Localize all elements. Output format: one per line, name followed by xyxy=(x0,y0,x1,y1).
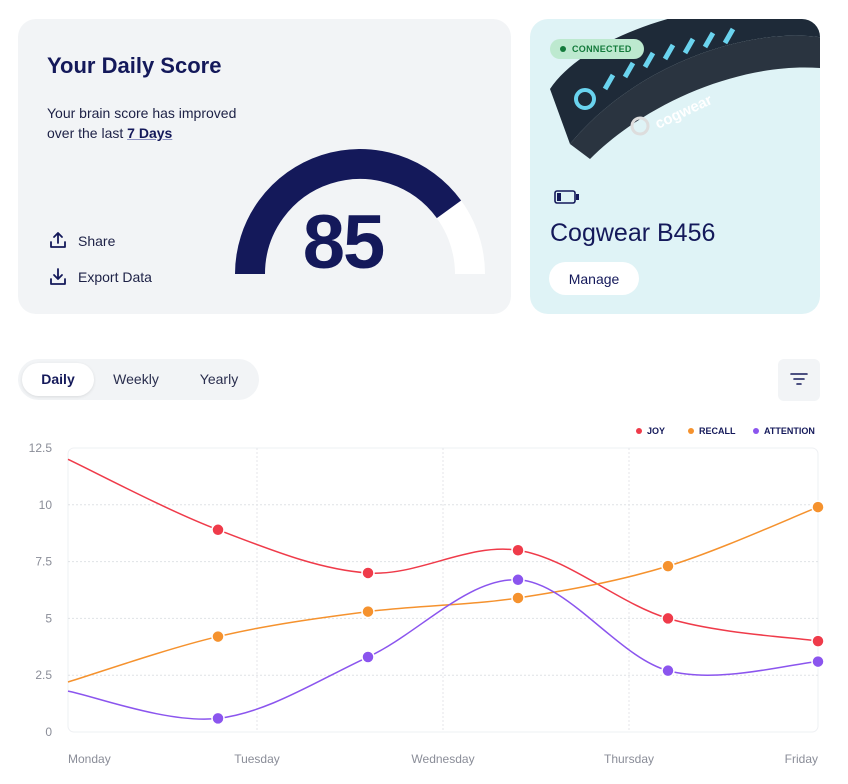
joy-dot-icon xyxy=(636,428,642,434)
x-tick-label: Wednesday xyxy=(411,752,474,766)
data-point-joy xyxy=(511,543,525,557)
status-dot-icon xyxy=(560,46,566,52)
attention-dot-icon xyxy=(753,428,759,434)
legend-label: JOY xyxy=(647,426,666,436)
legend-recall: RECALL xyxy=(688,426,736,436)
y-tick-label: 0 xyxy=(45,725,52,739)
data-point-recall xyxy=(361,604,375,619)
data-point-joy xyxy=(211,523,225,537)
period-link[interactable]: 7 Days xyxy=(127,125,173,141)
y-tick-label: 5 xyxy=(45,611,52,625)
download-icon xyxy=(50,268,66,285)
daily-score-card: Your Daily Score Your brain score has im… xyxy=(18,19,511,314)
data-point-joy xyxy=(361,566,375,580)
recall-dot-icon xyxy=(688,428,694,434)
export-data-button[interactable]: Export Data xyxy=(48,267,152,287)
share-label: Share xyxy=(78,233,116,249)
series-line-recall xyxy=(67,506,819,683)
x-tick-label: Tuesday xyxy=(234,752,280,766)
data-point-recall xyxy=(811,500,825,514)
legend-label: ATTENTION xyxy=(764,426,815,436)
x-tick-label: Friday xyxy=(785,752,818,766)
plot-area xyxy=(67,447,819,733)
data-point-recall xyxy=(511,591,525,605)
share-button[interactable]: Share xyxy=(48,231,115,251)
data-point-attention xyxy=(511,573,525,587)
data-point-joy xyxy=(661,611,675,626)
card-title: Your Daily Score xyxy=(47,53,222,78)
score-gauge xyxy=(235,149,485,274)
y-tick-label: 12.5 xyxy=(29,441,53,455)
subtitle-text: Your brain score has improved over the l… xyxy=(47,105,237,141)
battery-icon xyxy=(554,190,579,204)
x-tick-label: Monday xyxy=(68,752,111,766)
data-point-attention xyxy=(361,650,375,664)
export-label: Export Data xyxy=(78,269,152,285)
connection-status-badge: CONNECTED xyxy=(550,39,644,59)
y-tick-label: 10 xyxy=(39,498,53,512)
data-point-recall xyxy=(661,559,675,573)
data-point-attention xyxy=(661,663,675,678)
period-tabs: Daily Weekly Yearly xyxy=(18,359,259,400)
share-icon xyxy=(50,232,66,248)
device-name: Cogwear B456 xyxy=(550,219,716,247)
y-tick-label: 2.5 xyxy=(35,668,52,682)
series-line-joy xyxy=(67,458,819,642)
data-point-joy xyxy=(811,634,825,648)
device-card: cogwear CONNECTED Cogwear B456 Manage xyxy=(530,19,820,314)
y-tick-label: 7.5 xyxy=(35,555,52,569)
legend-label: RECALL xyxy=(699,426,736,436)
score-value: 85 xyxy=(302,200,386,285)
data-point-attention xyxy=(211,711,225,726)
manage-button[interactable]: Manage xyxy=(549,262,639,295)
tab-weekly[interactable]: Weekly xyxy=(113,371,159,387)
legend-attention: ATTENTION xyxy=(753,426,815,436)
series-line-attention xyxy=(67,579,819,720)
filter-button[interactable] xyxy=(778,359,820,401)
tab-daily[interactable]: Daily xyxy=(22,363,94,396)
legend-joy: JOY xyxy=(636,426,665,436)
filter-icon xyxy=(790,372,808,385)
data-point-attention xyxy=(811,654,825,669)
status-text: CONNECTED xyxy=(572,44,632,54)
score-subtitle: Your brain score has improved over the l… xyxy=(47,103,267,143)
tab-yearly[interactable]: Yearly xyxy=(199,371,239,387)
x-tick-label: Thursday xyxy=(604,752,654,766)
data-point-recall xyxy=(211,629,225,644)
